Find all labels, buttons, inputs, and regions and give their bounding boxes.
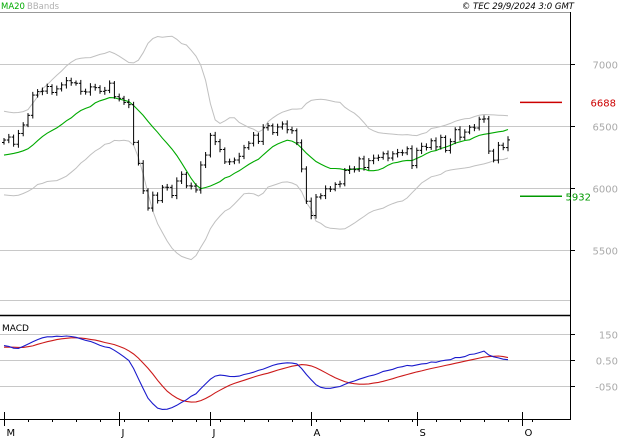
- legend-bbands: BBands: [27, 2, 60, 12]
- legend-ma20: MA20: [1, 2, 25, 12]
- x-tick-label: J: [121, 428, 125, 439]
- x-tick-label: O: [525, 428, 533, 439]
- x-tick-label: S: [420, 428, 426, 439]
- support-marker-label: 5932: [566, 192, 591, 203]
- macd-line: [3, 335, 509, 410]
- ma20-line-group: [3, 97, 509, 190]
- macd-axis-ticks: 150 0.50 -050: [570, 331, 618, 394]
- macd-panel-title: MACD: [2, 324, 29, 334]
- ohlc-bars: [2, 77, 510, 220]
- resistance-marker-label: 6688: [591, 98, 616, 109]
- price-tick-label: 6000: [593, 185, 618, 196]
- price-tick-label: 7000: [593, 61, 618, 72]
- price-axis-ticks: 7000 6500 6000 5500: [570, 61, 618, 258]
- price-tick-label: 5500: [593, 247, 618, 258]
- x-tick-label: M: [7, 428, 16, 439]
- level-markers: 6688 5932: [520, 98, 616, 203]
- x-tick-label: J: [212, 428, 216, 439]
- ma20-line: [3, 97, 509, 190]
- macd-lines: [3, 335, 509, 410]
- x-tick-label: A: [314, 428, 321, 439]
- bband-lower-line: [3, 139, 509, 261]
- copyright-text: © TEC 29/9/2024 3:0 GMT: [462, 2, 575, 12]
- macd-gridlines: [0, 334, 570, 387]
- bband-upper-line: [3, 35, 509, 137]
- macd-tick-label: 150: [599, 331, 618, 342]
- price-gridlines: [0, 64, 570, 301]
- signal-line: [4, 337, 509, 403]
- price-tick-label: 6500: [593, 123, 618, 134]
- macd-tick-label: 0.50: [596, 357, 618, 368]
- bollinger-bands: [3, 35, 509, 261]
- macd-tick-label: -050: [595, 383, 618, 394]
